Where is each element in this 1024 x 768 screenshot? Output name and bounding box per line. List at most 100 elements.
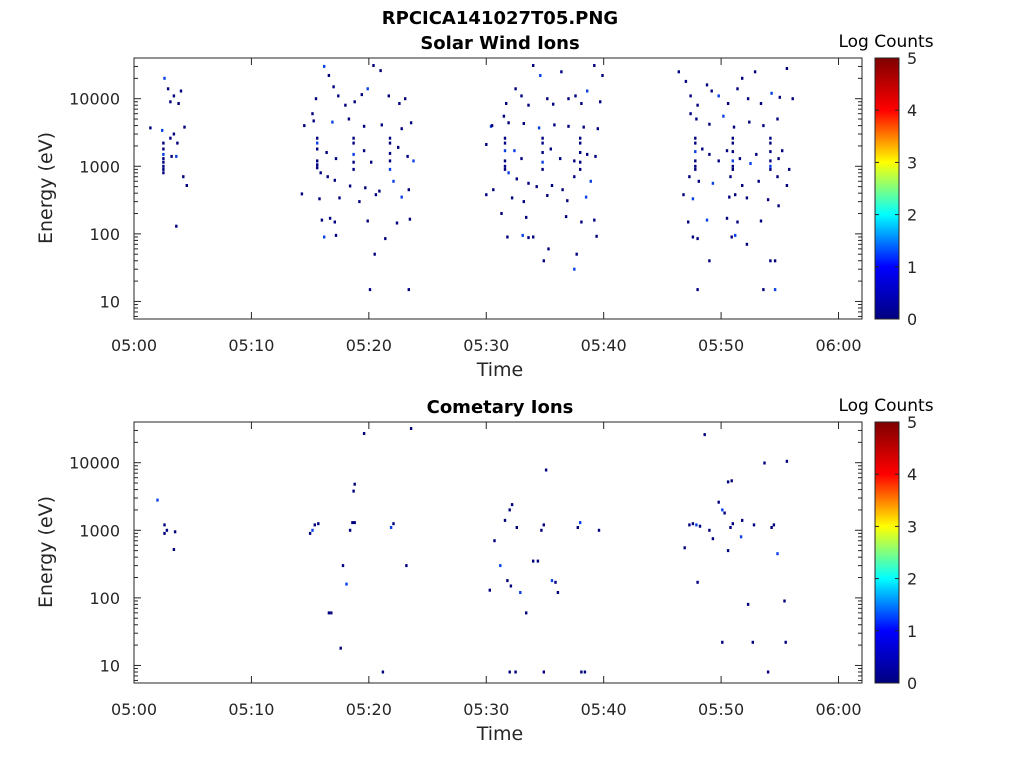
solar-wind-data-cell	[358, 200, 361, 204]
cometary-data-cell	[317, 522, 320, 526]
cometary-colorbar-tick-label: 5	[907, 413, 917, 432]
cometary-data-cell	[721, 640, 724, 644]
solar-wind-data-cell	[755, 152, 758, 156]
cometary-data-cell	[381, 670, 385, 674]
solar-wind-panel: Solar Wind Ions 05:00 05:10 05:20 05:30 05:4…	[35, 32, 934, 381]
cometary-y-label: Energy (eV)	[35, 496, 57, 608]
solar-wind-data-cell	[689, 94, 692, 98]
solar-wind-data-cell	[362, 124, 366, 128]
solar-wind-data-cell	[594, 154, 597, 158]
solar-wind-data-cell	[490, 124, 494, 128]
solar-wind-data-cell	[559, 157, 562, 161]
solar-wind-data-cell	[398, 102, 401, 105]
solar-wind-data-cell	[352, 167, 355, 171]
solar-wind-data-cell	[503, 164, 507, 168]
solar-wind-data-cell	[773, 259, 777, 263]
cometary-y-tick-label: 10	[100, 656, 120, 675]
solar-wind-data-cell	[586, 152, 589, 156]
cometary-data-cell	[550, 579, 554, 583]
solar-wind-data-cell	[593, 218, 596, 222]
solar-wind-data-cell	[364, 186, 367, 190]
solar-wind-data-cell	[762, 288, 765, 292]
solar-wind-data-cell	[694, 136, 697, 140]
cometary-data-cell	[597, 528, 601, 532]
solar-wind-data-cell	[175, 224, 178, 228]
cometary-data-cell	[508, 508, 511, 512]
solar-wind-data-cell	[734, 193, 737, 197]
solar-wind-colorbar-tick-label: 2	[907, 206, 917, 225]
solar-wind-data-cell	[549, 147, 552, 151]
cometary-data-cell	[308, 531, 312, 535]
solar-wind-data-cell	[505, 102, 508, 105]
cometary-data-cell	[510, 503, 514, 507]
solar-wind-data-cell	[507, 121, 510, 125]
cometary-data-cell	[784, 640, 787, 644]
cometary-y-axis: 10 100 1000 10000	[69, 421, 862, 681]
cometary-data-cell	[721, 508, 724, 512]
solar-wind-data-cell	[412, 159, 415, 163]
solar-wind-data-cell	[778, 95, 781, 99]
solar-wind-data-cell	[372, 64, 375, 67]
solar-wind-data-cell	[694, 141, 697, 145]
cometary-x-tick-label: 05:00	[111, 700, 157, 719]
solar-wind-data-cell	[579, 136, 582, 140]
cometary-data-cell	[509, 584, 513, 588]
solar-wind-data-cell	[696, 288, 699, 292]
cometary-data-cell	[785, 459, 789, 463]
solar-wind-data-cell	[162, 160, 165, 164]
cometary-data-cell	[711, 537, 715, 541]
solar-wind-data-cell	[541, 141, 544, 145]
solar-wind-data-cell	[404, 97, 407, 101]
solar-wind-data-cell	[731, 159, 734, 163]
solar-wind-data-cell	[682, 193, 685, 197]
cometary-data-cell	[353, 521, 356, 525]
solar-wind-data-cell	[527, 181, 530, 185]
solar-wind-data-cell	[560, 70, 563, 74]
cometary-y-tick-label: 10000	[69, 454, 120, 473]
solar-wind-data-cell	[507, 171, 510, 175]
solar-wind-data-cell	[580, 102, 583, 105]
cometary-data-cell	[763, 461, 766, 465]
solar-wind-data-cell	[601, 74, 604, 77]
solar-wind-data-cell	[320, 218, 324, 222]
solar-wind-x-axis: 05:00 05:10 05:20 05:30 05:40 05:50 06:00	[111, 58, 862, 355]
cometary-data-cell	[729, 526, 732, 529]
solar-wind-data-cell	[325, 151, 328, 154]
cometary-data-cell	[362, 432, 366, 435]
solar-wind-data-cell	[407, 188, 410, 192]
solar-wind-data-cell	[547, 247, 550, 251]
solar-wind-data-cell	[731, 150, 734, 154]
solar-wind-data-cell	[348, 184, 352, 188]
solar-wind-data-cell	[409, 121, 413, 125]
solar-wind-data-cell	[397, 145, 400, 149]
solar-wind-data-cell	[791, 97, 794, 101]
solar-wind-data-cell	[711, 181, 715, 185]
solar-wind-data-cell	[553, 123, 556, 127]
solar-wind-data-cell	[741, 76, 744, 80]
solar-wind-data-cell	[769, 159, 772, 163]
solar-wind-x-tick-label: 05:30	[463, 336, 509, 355]
solar-wind-data-cell	[527, 236, 530, 240]
solar-wind-data-cell	[333, 178, 336, 182]
solar-wind-y-tick-label: 10000	[69, 90, 120, 109]
solar-wind-data-cell	[731, 136, 734, 140]
solar-wind-data-cell	[575, 252, 578, 256]
cometary-data-cell	[405, 564, 408, 568]
cometary-colorbar	[874, 421, 900, 684]
solar-wind-data-cell	[510, 196, 514, 200]
cometary-data-cell	[488, 588, 491, 592]
solar-wind-data-cell	[689, 112, 692, 116]
cometary-data-cell	[739, 535, 743, 539]
solar-wind-data-cell	[312, 119, 315, 123]
solar-wind-data-cell	[573, 175, 576, 179]
solar-wind-data-cell	[400, 195, 403, 199]
solar-wind-data-cell	[384, 237, 387, 241]
cometary-data-cell	[576, 526, 579, 529]
solar-wind-data-cell	[697, 179, 700, 183]
cometary-data-cell	[708, 528, 711, 532]
cometary-data-cell	[499, 564, 502, 568]
solar-wind-data-cell	[366, 87, 369, 91]
solar-wind-data-cell	[522, 122, 525, 125]
solar-wind-x-label: Time	[476, 359, 524, 381]
cometary-data-cell	[389, 526, 393, 529]
